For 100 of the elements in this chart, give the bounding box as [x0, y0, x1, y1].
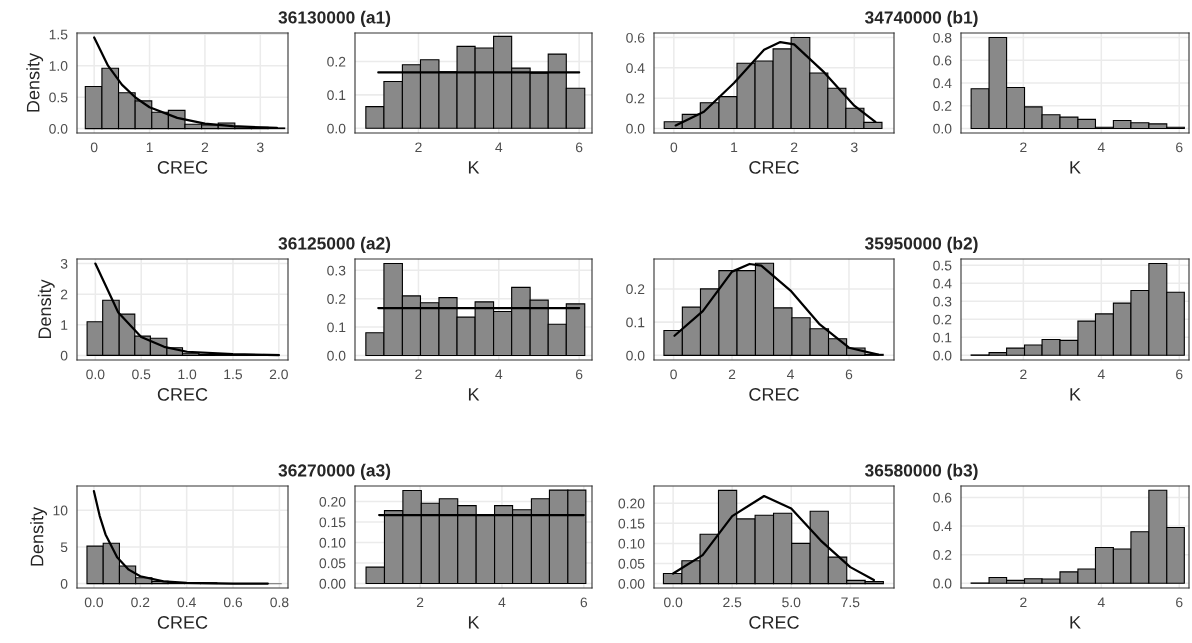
text: 36130000 (a1)	[278, 10, 391, 27]
y-tick-label: 0.2	[933, 101, 952, 111]
y-tick-label: 0	[60, 578, 68, 589]
y-tick-label: 0.4	[933, 278, 952, 289]
x-tick-label: 6	[1176, 597, 1183, 608]
x-axis-title: K	[1070, 616, 1081, 629]
y-tick-label: 10	[53, 505, 68, 516]
chart-title: 34740000 (b1)	[864, 10, 978, 27]
y-tick-label: 0.10	[618, 538, 645, 549]
y-tick-label: 0.0	[933, 350, 952, 361]
y-tick-label: 0.05	[319, 558, 346, 569]
y-tick-label: 0.0	[933, 123, 952, 134]
y-tick-label: 0.4	[933, 78, 952, 89]
y-tick-label: 0.00	[618, 578, 645, 589]
x-tick-label: 1	[731, 142, 738, 153]
y-tick-label: 0	[60, 350, 68, 361]
x-tick-label: 3	[850, 142, 858, 153]
y-tick-label: 0.2	[327, 294, 346, 304]
x-tick-label: 0.6	[223, 597, 243, 608]
y-tick-label: 0.05	[618, 558, 645, 569]
y-tick-label: 2	[60, 289, 68, 300]
y-tick-label: 0.0	[327, 123, 346, 134]
y-tick-label: 1.0	[49, 61, 68, 71]
x-tick-label: 4	[786, 369, 794, 380]
x-tick-label: 4	[1097, 369, 1105, 380]
x-axis-title: K	[1070, 161, 1081, 174]
x-tick-label: 2	[790, 142, 798, 153]
y-tick-label: 0.15	[618, 518, 645, 529]
x-tick-label: 1	[146, 142, 153, 153]
x-tick-label: 0.4	[177, 597, 196, 608]
x-tick-label: 2	[728, 369, 736, 380]
x-tick-label: 2	[1020, 142, 1027, 153]
x-tick-label: 4	[1097, 597, 1105, 608]
x-tick-label: 0	[90, 142, 98, 153]
x-tick-label: 4	[498, 597, 506, 608]
x-tick-label: 0.0	[86, 369, 105, 380]
x-tick-label: 0.2	[131, 597, 150, 608]
x-tick-label: 2	[1020, 597, 1027, 608]
y-tick-label: 0.5	[933, 260, 952, 271]
x-tick-label: 1.5	[224, 369, 243, 380]
y-tick-label: 0.00	[319, 578, 346, 589]
y-tick-label: 0.20	[618, 498, 645, 509]
y-tick-label: 0.4	[933, 521, 952, 532]
x-tick-label: 4	[495, 369, 503, 380]
x-tick-label: 6	[1176, 142, 1183, 153]
x-tick-label: 6	[845, 369, 853, 380]
y-tick-label: 0.2	[933, 314, 952, 325]
x-tick-label: 4	[495, 142, 503, 153]
x-tick-label: 0	[670, 142, 678, 153]
y-tick-label: 0.0	[626, 350, 645, 361]
x-axis-title: K	[468, 388, 480, 401]
x-tick-label: 0.8	[270, 597, 289, 608]
y-tick-label: 0.2	[626, 284, 645, 295]
x-tick-label: 6	[1176, 369, 1183, 380]
y-tick-label: 0.1	[626, 317, 645, 328]
y-tick-label: 0.1	[933, 332, 952, 343]
x-tick-label: 0.0	[84, 597, 104, 608]
x-tick-label: 2.0	[269, 369, 288, 380]
y-axis-title: Density	[37, 279, 55, 339]
chart-title: 36580000 (b3)	[864, 463, 978, 480]
x-axis-title: CREC	[157, 388, 208, 401]
text: 36125000 (a2)	[278, 236, 391, 253]
x-axis-title: CREC	[749, 161, 799, 174]
x-tick-label: 4	[1097, 142, 1105, 153]
x-axis-title: CREC	[157, 616, 208, 629]
x-tick-label: 0.0	[664, 597, 683, 608]
x-tick-label: 7.5	[841, 597, 860, 608]
y-tick-label: 0.2	[933, 550, 952, 560]
x-axis-title: K	[468, 161, 480, 174]
y-tick-label: 1.5	[49, 29, 68, 40]
y-tick-label: 0.20	[319, 496, 346, 507]
x-axis-title: CREC	[749, 388, 799, 401]
y-tick-label: 0.2	[327, 56, 346, 67]
chart-title: 35950000 (b2)	[864, 236, 978, 253]
x-tick-label: 2	[201, 142, 209, 153]
x-tick-label: 0	[670, 369, 677, 380]
y-tick-label: 0.0	[327, 350, 346, 361]
x-axis-title: CREC	[157, 161, 208, 174]
y-tick-label: 0.2	[626, 93, 645, 104]
x-tick-label: 2.5	[723, 597, 742, 608]
y-tick-label: 0.6	[626, 32, 645, 43]
x-tick-label: 1.0	[178, 369, 197, 380]
y-tick-label: 0.0	[626, 123, 645, 134]
y-tick-label: 5	[60, 542, 68, 553]
x-tick-label: 2	[416, 597, 424, 608]
y-axis-title: Density	[30, 506, 47, 566]
x-tick-label: 3	[256, 142, 264, 153]
y-tick-label: 0.8	[933, 32, 952, 43]
y-tick-label: 1	[61, 320, 68, 330]
y-tick-label: 0.1	[327, 322, 346, 333]
x-tick-label: 0.5	[132, 369, 151, 380]
x-tick-label: 2	[415, 369, 422, 380]
y-tick-label: 0.0	[933, 578, 952, 589]
x-axis-title: K	[468, 616, 480, 629]
y-tick-label: 0.3	[327, 265, 346, 276]
x-tick-label: 6	[575, 369, 583, 380]
x-tick-label: 2	[415, 142, 422, 153]
y-tick-label: 0.4	[626, 63, 645, 74]
y-tick-label: 0.6	[933, 492, 952, 503]
y-tick-label: 0.5	[49, 92, 68, 103]
